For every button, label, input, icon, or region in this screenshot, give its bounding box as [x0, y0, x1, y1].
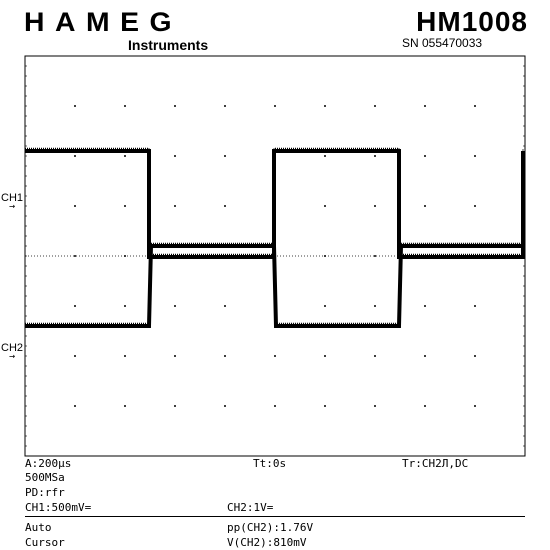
grid-dot: [374, 405, 376, 407]
ch2-scale-readout: CH2:1V=: [227, 501, 274, 514]
ch1-scale-readout: CH1:500mV=: [25, 501, 92, 514]
ch2-marker-arrow-icon: →: [9, 351, 16, 362]
timebase-readout: A:200µs: [25, 457, 72, 470]
sample-rate-readout: 500MSa: [25, 471, 65, 484]
grid-dot: [424, 355, 426, 357]
grid-dot: [374, 255, 376, 257]
serial-number: SN 055470033: [402, 36, 483, 50]
grid-dot: [474, 355, 476, 357]
mode-readout: PD:rfr: [25, 486, 65, 499]
grid-dot: [174, 405, 176, 407]
grid-dot: [124, 155, 126, 157]
grid-dot: [324, 155, 326, 157]
hameg-logo: HAMEG Instruments: [24, 7, 224, 53]
grid-dot: [374, 105, 376, 107]
grid-dot: [174, 305, 176, 307]
grid-dot: [274, 405, 276, 407]
grid-dot: [424, 405, 426, 407]
brand-name: HAMEG: [24, 7, 183, 37]
grid-dot: [74, 305, 76, 307]
grid-dot: [124, 105, 126, 107]
grid-dot: [74, 355, 76, 357]
grid-dot: [274, 105, 276, 107]
grid-dot: [124, 305, 126, 307]
grid-dot: [374, 355, 376, 357]
grid-dot: [224, 355, 226, 357]
grid-dot: [74, 405, 76, 407]
grid-dot: [224, 205, 226, 207]
grid-dot: [124, 355, 126, 357]
ch2-marker-label: CH2: [1, 342, 24, 354]
cursor-label: Cursor: [25, 536, 65, 549]
ch1-marker-arrow-icon: →: [9, 201, 16, 212]
grid-dot: [324, 405, 326, 407]
grid-dot: [174, 105, 176, 107]
grid-dot: [474, 305, 476, 307]
grid-dot: [474, 105, 476, 107]
grid-dot: [224, 105, 226, 107]
grid-dot: [324, 205, 326, 207]
grid-dot: [374, 205, 376, 207]
grid-dot: [224, 305, 226, 307]
grid-dot: [274, 355, 276, 357]
grid-dot: [324, 305, 326, 307]
grid-dot: [124, 205, 126, 207]
grid-dot: [474, 155, 476, 157]
auto-label: Auto: [25, 521, 52, 534]
grid-dot: [74, 255, 76, 257]
grid-dot: [174, 355, 176, 357]
grid-dot: [474, 405, 476, 407]
grid-dot: [174, 155, 176, 157]
grid-dot: [74, 205, 76, 207]
grid-dot: [424, 305, 426, 307]
grid-dot: [74, 155, 76, 157]
pp-measurement: pp(CH2):1.76V: [227, 521, 314, 534]
grid-dot: [324, 105, 326, 107]
ch1-marker-label: CH1: [1, 192, 24, 204]
grid-dot: [324, 355, 326, 357]
grid-dot: [224, 155, 226, 157]
scope-screen: [24, 55, 526, 457]
grid-dot: [474, 205, 476, 207]
grid-dot: [224, 405, 226, 407]
grid-dot: [424, 155, 426, 157]
grid-dot: [74, 105, 76, 107]
grid-dot: [374, 155, 376, 157]
grid-dot: [424, 105, 426, 107]
trigger-time-readout: Tt:0s: [253, 457, 287, 470]
grid-dot: [374, 305, 376, 307]
brand-subtitle: Instruments: [128, 37, 209, 53]
waveform-noise-ch1: [25, 147, 524, 256]
status-divider: [25, 516, 525, 517]
grid-dot: [174, 205, 176, 207]
model-name: HM1008: [416, 6, 528, 37]
voltage-measurement: V(CH2):810mV: [227, 536, 307, 549]
grid-dot: [124, 405, 126, 407]
grid-dot: [424, 205, 426, 207]
waveform-noise-ch2: [25, 242, 525, 325]
waveform-display: [24, 55, 526, 457]
trigger-source-readout: Tr:CH2Л,DC: [402, 457, 469, 470]
